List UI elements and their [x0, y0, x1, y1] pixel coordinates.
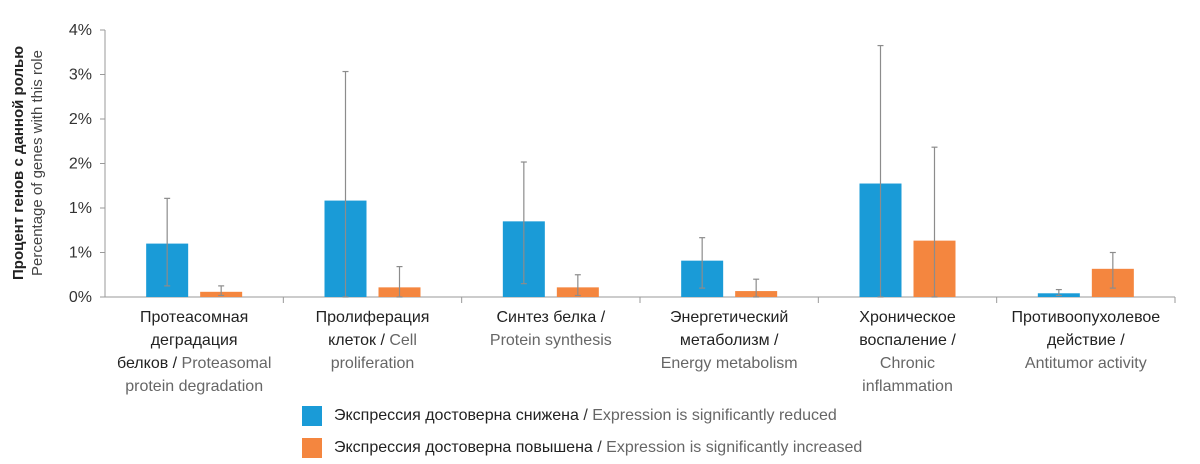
legend-label-reduced-ru: Экспрессия достоверна снижена — [334, 407, 579, 424]
category-label-line: inflammation — [862, 378, 953, 395]
category-label-en: protein degradation — [125, 378, 263, 395]
category-label-ru: Пролиферация — [316, 309, 430, 326]
category-label-en: Protein synthesis — [490, 332, 612, 349]
y-tick-label: 1% — [69, 245, 92, 262]
category-label-en: Proteasomal — [177, 355, 271, 372]
legend-separator: / — [592, 439, 607, 456]
category-label-line: proliferation — [331, 355, 415, 372]
category-label-en: Energy metabolism — [661, 355, 798, 372]
category-label-en: Antitumor activity — [1025, 355, 1147, 372]
legend-label-increased-en: Expression is significantly increased — [606, 439, 863, 456]
legend: Экспрессия достоверна снижена / Expressi… — [302, 400, 862, 464]
category-labels: Протеасомная деградация белков / Proteasom… — [117, 309, 1160, 395]
y-axis-title-en: Percentage of genes with this role — [29, 50, 46, 276]
legend-separator: / — [578, 407, 593, 424]
category-label-ru: деградация — [151, 332, 238, 349]
category-label-line: деградация — [151, 332, 238, 349]
category-label-ru: Противоопухолевое — [1011, 309, 1160, 326]
y-tick-label: 1% — [69, 200, 92, 217]
y-axis-title: Процент генов с данной ролью Percentage … — [10, 46, 46, 280]
category-label-ru: Энергетический — [670, 309, 788, 326]
legend-swatch-increased — [302, 438, 322, 458]
category-label-line: Protein synthesis — [490, 332, 612, 349]
y-tick-label: 4% — [69, 22, 92, 39]
category-label-line: Пролиферация — [316, 309, 430, 326]
legend-label-reduced-en: Expression is significantly reduced — [592, 407, 837, 424]
axes: 0% 1% 1% 2% 2% 3% 4% — [69, 22, 1176, 306]
bar-chart: Процент генов с данной ролью Percentage … — [10, 22, 1176, 395]
bars — [146, 183, 1134, 297]
legend-swatch-reduced — [302, 406, 322, 426]
category-label-ru: воспаление / — [859, 332, 956, 349]
y-tick-label: 3% — [69, 67, 92, 84]
category-label-line: Протеасомная — [140, 309, 248, 326]
category-label-en: inflammation — [862, 378, 953, 395]
legend-item-increased: Экспрессия достоверна повышена / Express… — [302, 432, 862, 464]
y-tick-label: 2% — [69, 156, 92, 173]
y-tick-label: 0% — [69, 289, 92, 306]
y-axis-title-ru: Процент генов с данной ролью — [10, 46, 27, 280]
category-label-en: Cell — [385, 332, 417, 349]
category-label-line: метаболизм / — [680, 332, 779, 349]
category-label-ru: белков / — [117, 355, 178, 372]
y-tick-label: 2% — [69, 111, 92, 128]
category-label-ru: клеток / — [328, 332, 385, 349]
category-label-line: Antitumor activity — [1025, 355, 1147, 372]
category-label-line: клеток / Cell — [328, 332, 417, 349]
legend-label-increased-ru: Экспрессия достоверна повышена — [334, 439, 593, 456]
category-label-en: Chronic — [880, 355, 935, 372]
error-bars — [164, 44, 1116, 298]
category-label-line: Energy metabolism — [661, 355, 798, 372]
category-label-line: белков / Proteasomal — [117, 355, 271, 372]
category-label-ru: Синтез белка / — [497, 309, 606, 326]
category-label-line: действие / — [1047, 332, 1125, 349]
category-label-line: Chronic — [880, 355, 935, 372]
category-label-ru: метаболизм / — [680, 332, 779, 349]
category-label-line: воспаление / — [859, 332, 956, 349]
category-label-line: Энергетический — [670, 309, 788, 326]
legend-item-reduced: Экспрессия достоверна снижена / Expressi… — [302, 400, 862, 432]
category-label-ru: Хроническое — [859, 309, 956, 326]
category-label-line: Хроническое — [859, 309, 956, 326]
category-label-line: Синтез белка / — [497, 309, 606, 326]
category-label-line: protein degradation — [125, 378, 263, 395]
category-label-ru: Протеасомная — [140, 309, 248, 326]
category-label-en: proliferation — [331, 355, 415, 372]
category-label-ru: действие / — [1047, 332, 1125, 349]
category-label-line: Противоопухолевое — [1011, 309, 1160, 326]
